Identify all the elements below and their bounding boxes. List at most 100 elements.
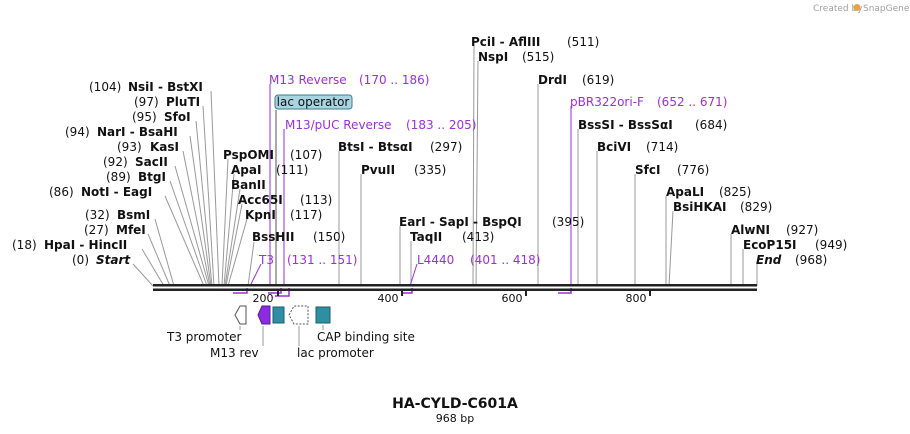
site-name: SfcI bbox=[635, 163, 660, 177]
site-label-bsssi-bsssai[interactable]: BssSI - BssSαI (684) bbox=[578, 118, 727, 132]
site-label-apali[interactable]: ApaLI (825) bbox=[666, 185, 751, 199]
site-position: (776) bbox=[677, 163, 709, 177]
site-label-bsshii[interactable]: BssHII (150) bbox=[252, 230, 345, 244]
site-label-ecop15i[interactable]: EcoP15I (949) bbox=[743, 238, 847, 252]
dna-backbone bbox=[153, 284, 757, 291]
site-position: (825) bbox=[719, 185, 751, 199]
primer-range: (131 .. 151) bbox=[287, 253, 357, 267]
site-position: (413) bbox=[462, 230, 494, 244]
feature-label-t3-promoter: T3 promoter bbox=[166, 330, 242, 344]
site-position: (968) bbox=[795, 253, 827, 267]
site-name: PvuII bbox=[361, 163, 395, 177]
site-label-pcii-afliii[interactable]: PciI - AflIII (511) bbox=[471, 35, 599, 49]
site-label-pspomi[interactable]: PspOMI (107) bbox=[223, 148, 322, 162]
primer-range: (401 .. 418) bbox=[470, 253, 540, 267]
primer-name: T3 bbox=[258, 253, 274, 267]
primer-m13-reverse[interactable]: M13 Reverse (170 .. 186) bbox=[269, 73, 429, 87]
site-label-taqii[interactable]: TaqII (413) bbox=[410, 230, 494, 244]
site-label-bsihkai[interactable]: BsiHKAI (829) bbox=[673, 200, 772, 214]
primer-range: (170 .. 186) bbox=[359, 73, 429, 87]
site-name: ApaLI bbox=[666, 185, 704, 199]
site-label-kasi[interactable]: (93) KasI bbox=[117, 140, 179, 154]
site-name: BssSI - BssSαI bbox=[578, 118, 673, 132]
site-name: EarI - SapI - BspQI bbox=[399, 215, 522, 229]
site-name: BtgI bbox=[138, 170, 166, 184]
lac-operator-badge-bg bbox=[274, 94, 353, 110]
lac-operator-label: lac operator bbox=[277, 95, 350, 109]
site-name: BanII bbox=[231, 178, 266, 192]
site-position: (150) bbox=[313, 230, 345, 244]
site-position: (113) bbox=[300, 193, 332, 207]
site-name: KasI bbox=[150, 140, 179, 154]
site-label-start[interactable]: (0) Start bbox=[72, 253, 131, 267]
site-label-acc65i[interactable]: Acc65I (113) bbox=[238, 193, 332, 207]
site-name: KpnI bbox=[245, 208, 276, 222]
site-name: BssHII bbox=[252, 230, 294, 244]
lac-operator-badge[interactable]: lac operator bbox=[274, 94, 353, 110]
site-name: PspOMI bbox=[223, 148, 274, 162]
site-name: EcoP15I bbox=[743, 238, 797, 252]
site-name: BciVI bbox=[597, 140, 631, 154]
site-name: AlwNI bbox=[731, 223, 770, 237]
primer-t3[interactable]: T3 (131 .. 151) bbox=[258, 253, 357, 267]
credit-text: Created by bbox=[813, 4, 863, 14]
primer-name: pBR322ori-F bbox=[570, 95, 644, 109]
site-name: Acc65I bbox=[238, 193, 283, 207]
site-position: (335) bbox=[414, 163, 446, 177]
site-label-sacii[interactable]: (92) SacII bbox=[103, 155, 168, 169]
site-name: NotI - EagI bbox=[81, 185, 152, 199]
feature-track: T3 promoter M13 rev lac promoter CAP bin… bbox=[166, 305, 415, 360]
site-name: BtsI - BtsαI bbox=[338, 140, 413, 154]
primer-range: (652 .. 671) bbox=[657, 95, 727, 109]
credit-brand: SnapGene bbox=[863, 4, 910, 14]
site-label-kpni[interactable]: KpnI (117) bbox=[245, 208, 322, 222]
site-label-btsi-btsai[interactable]: BtsI - BtsαI (297) bbox=[338, 140, 462, 154]
site-label-nari-bsahi[interactable]: (94) NarI - BsaHI bbox=[65, 125, 178, 139]
site-position: (93) bbox=[117, 140, 142, 154]
tick-label-600: 600 bbox=[502, 292, 523, 305]
site-position: (104) bbox=[89, 80, 121, 94]
site-label-nsii-bstxi[interactable]: (104) NsiI - BstXI bbox=[89, 80, 203, 94]
feature-label-lac-promoter: lac promoter bbox=[297, 346, 374, 360]
site-position: (92) bbox=[103, 155, 128, 169]
site-name: HpaI - HincII bbox=[44, 238, 127, 252]
site-label-bcivi[interactable]: BciVI (714) bbox=[597, 140, 678, 154]
site-label-end[interactable]: End (968) bbox=[756, 253, 827, 267]
site-label-apai[interactable]: ApaI (111) bbox=[231, 163, 308, 177]
primer-l4440[interactable]: L4440 (401 .. 418) bbox=[417, 253, 540, 267]
t3-promoter-arrow-icon[interactable] bbox=[234, 305, 247, 325]
site-label-hpai-hincii[interactable]: (18) HpaI - HincII bbox=[12, 238, 127, 252]
site-label-alwni[interactable]: AlwNI (927) bbox=[731, 223, 818, 237]
site-label-sfoi[interactable]: (95) SfoI bbox=[132, 110, 191, 124]
cap-binding-site-box-icon[interactable] bbox=[315, 306, 331, 324]
site-position: (511) bbox=[567, 35, 599, 49]
primer-name: L4440 bbox=[417, 253, 454, 267]
primer-pbr322ori-f[interactable]: pBR322ori-F (652 .. 671) bbox=[570, 95, 727, 109]
site-label-btgi[interactable]: (89) BtgI bbox=[106, 170, 166, 184]
site-label-nspi[interactable]: NspI (515) bbox=[478, 50, 554, 64]
site-name: NspI bbox=[478, 50, 508, 64]
site-label-mfei[interactable]: (27) MfeI bbox=[84, 223, 146, 237]
map-length: 968 bp bbox=[436, 412, 474, 425]
site-label-sfci[interactable]: SfcI (776) bbox=[635, 163, 709, 177]
site-label-banii[interactable]: BanII bbox=[231, 178, 266, 192]
site-label-noti-eagi[interactable]: (86) NotI - EagI bbox=[49, 185, 152, 199]
tick-label-200: 200 bbox=[253, 292, 274, 305]
site-label-pluti[interactable]: (97) PluTI bbox=[134, 95, 200, 109]
site-name: NsiI - BstXI bbox=[128, 80, 203, 94]
site-label-pvuii[interactable]: PvuII (335) bbox=[361, 163, 446, 177]
site-label-eari-sapi-bspqi[interactable]: EarI - SapI - BspQI (395) bbox=[399, 215, 584, 229]
site-position: (829) bbox=[740, 200, 772, 214]
m13-rev-arrow-icon[interactable] bbox=[257, 305, 271, 325]
site-position: (27) bbox=[84, 223, 109, 237]
site-label-drdi[interactable]: DrdI (619) bbox=[538, 73, 614, 87]
lac-promoter-arrow-icon[interactable] bbox=[288, 305, 309, 325]
site-position: (714) bbox=[646, 140, 678, 154]
site-label-bsmi[interactable]: (32) BsmI bbox=[85, 208, 150, 222]
lac-operator-box-icon[interactable] bbox=[272, 306, 285, 324]
site-position: (89) bbox=[106, 170, 131, 184]
site-position: (395) bbox=[552, 215, 584, 229]
site-name: End bbox=[756, 253, 782, 267]
primer-m13-puc-reverse[interactable]: M13/pUC Reverse (183 .. 205) bbox=[285, 118, 476, 132]
snapgene-logo-icon bbox=[853, 4, 861, 11]
